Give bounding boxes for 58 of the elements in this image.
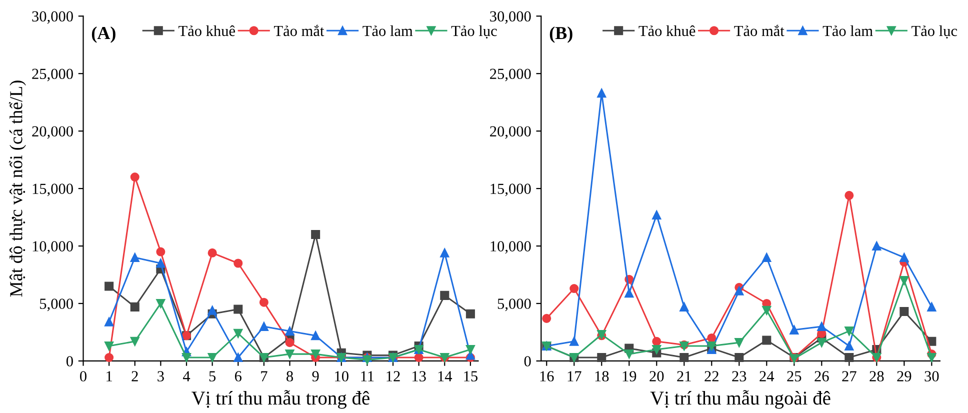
y-tick-label: 0 — [66, 356, 73, 366]
x-tick-label: 8 — [286, 371, 293, 382]
x-tick-label: 16 — [540, 371, 554, 382]
y-tick-label: 5,000 — [40, 298, 73, 312]
x-tick-label: 18 — [595, 371, 609, 382]
y-tick-label: 20,000 — [490, 126, 531, 139]
x-tick-label: 10 — [335, 371, 348, 382]
y-tick-label: 5,000 — [498, 298, 531, 312]
y-tick-label: 30,000 — [490, 11, 531, 24]
legend-label: Tảo khuê — [638, 25, 696, 36]
x-tick-label: 6 — [234, 371, 242, 382]
x-tick-label: 21 — [677, 371, 691, 382]
legend-label: Tảo lam — [362, 25, 413, 36]
x-tick-label: 20 — [650, 371, 664, 382]
y-axis-title: Mật độ thực vật nổi (cá thể/L) — [9, 80, 26, 297]
x-tick-label: 5 — [209, 371, 216, 382]
x-tick-label: 19 — [622, 371, 636, 382]
x-tick-label: 29 — [897, 371, 912, 382]
y-tick-label: 0 — [524, 356, 531, 366]
x-tick-label: 24 — [760, 371, 774, 382]
x-tick-label: 11 — [361, 371, 374, 382]
x-axis-title: Vị trí thu mẫu trong đê — [192, 390, 370, 409]
y-tick-label: 25,000 — [32, 68, 73, 82]
y-tick-label: 25,000 — [490, 68, 531, 82]
x-tick-label: 9 — [312, 371, 319, 382]
y-tick-label: 10,000 — [490, 241, 531, 254]
y-tick-label: 30,000 — [32, 11, 73, 24]
x-tick-label: 22 — [704, 371, 718, 382]
x-tick-label: 1 — [106, 371, 112, 382]
x-tick-label: 17 — [568, 371, 582, 382]
y-tick-label: 15,000 — [32, 184, 73, 196]
y-tick-label: 20,000 — [32, 126, 73, 139]
x-tick-label: 0 — [80, 371, 86, 382]
legend-label: Tảo lục — [912, 25, 958, 38]
x-tick-label: 2 — [132, 371, 138, 382]
x-tick-label: 30 — [924, 371, 939, 382]
y-tick-label: 15,000 — [490, 184, 531, 196]
annotation: (B) — [550, 26, 572, 43]
legend-label: Tảo khuê — [178, 25, 235, 36]
x-tick-label: 27 — [842, 371, 856, 382]
x-tick-label: 12 — [386, 371, 400, 382]
legend-label: Tảo mắt — [734, 24, 784, 36]
x-tick-label: 23 — [732, 371, 746, 382]
x-tick-label: 26 — [814, 371, 829, 382]
legend-label: Tảo mắt — [274, 24, 324, 36]
legend-label: Tảo lục — [451, 25, 497, 38]
x-tick-label: 13 — [412, 371, 426, 382]
x-tick-label: 14 — [438, 371, 452, 382]
x-tick-label: 7 — [261, 371, 268, 382]
x-tick-label: 4 — [182, 371, 190, 382]
x-tick-label: 25 — [787, 371, 802, 382]
y-tick-label: 10,000 — [32, 241, 73, 254]
x-tick-label: 3 — [158, 371, 164, 382]
legend-label: Tảo lam — [822, 25, 873, 36]
x-axis-title: Vị trí thu mẫu ngoài đê — [650, 390, 830, 409]
annotation: (A) — [92, 26, 116, 43]
x-tick-label: 15 — [464, 371, 478, 382]
x-tick-label: 28 — [870, 371, 884, 382]
